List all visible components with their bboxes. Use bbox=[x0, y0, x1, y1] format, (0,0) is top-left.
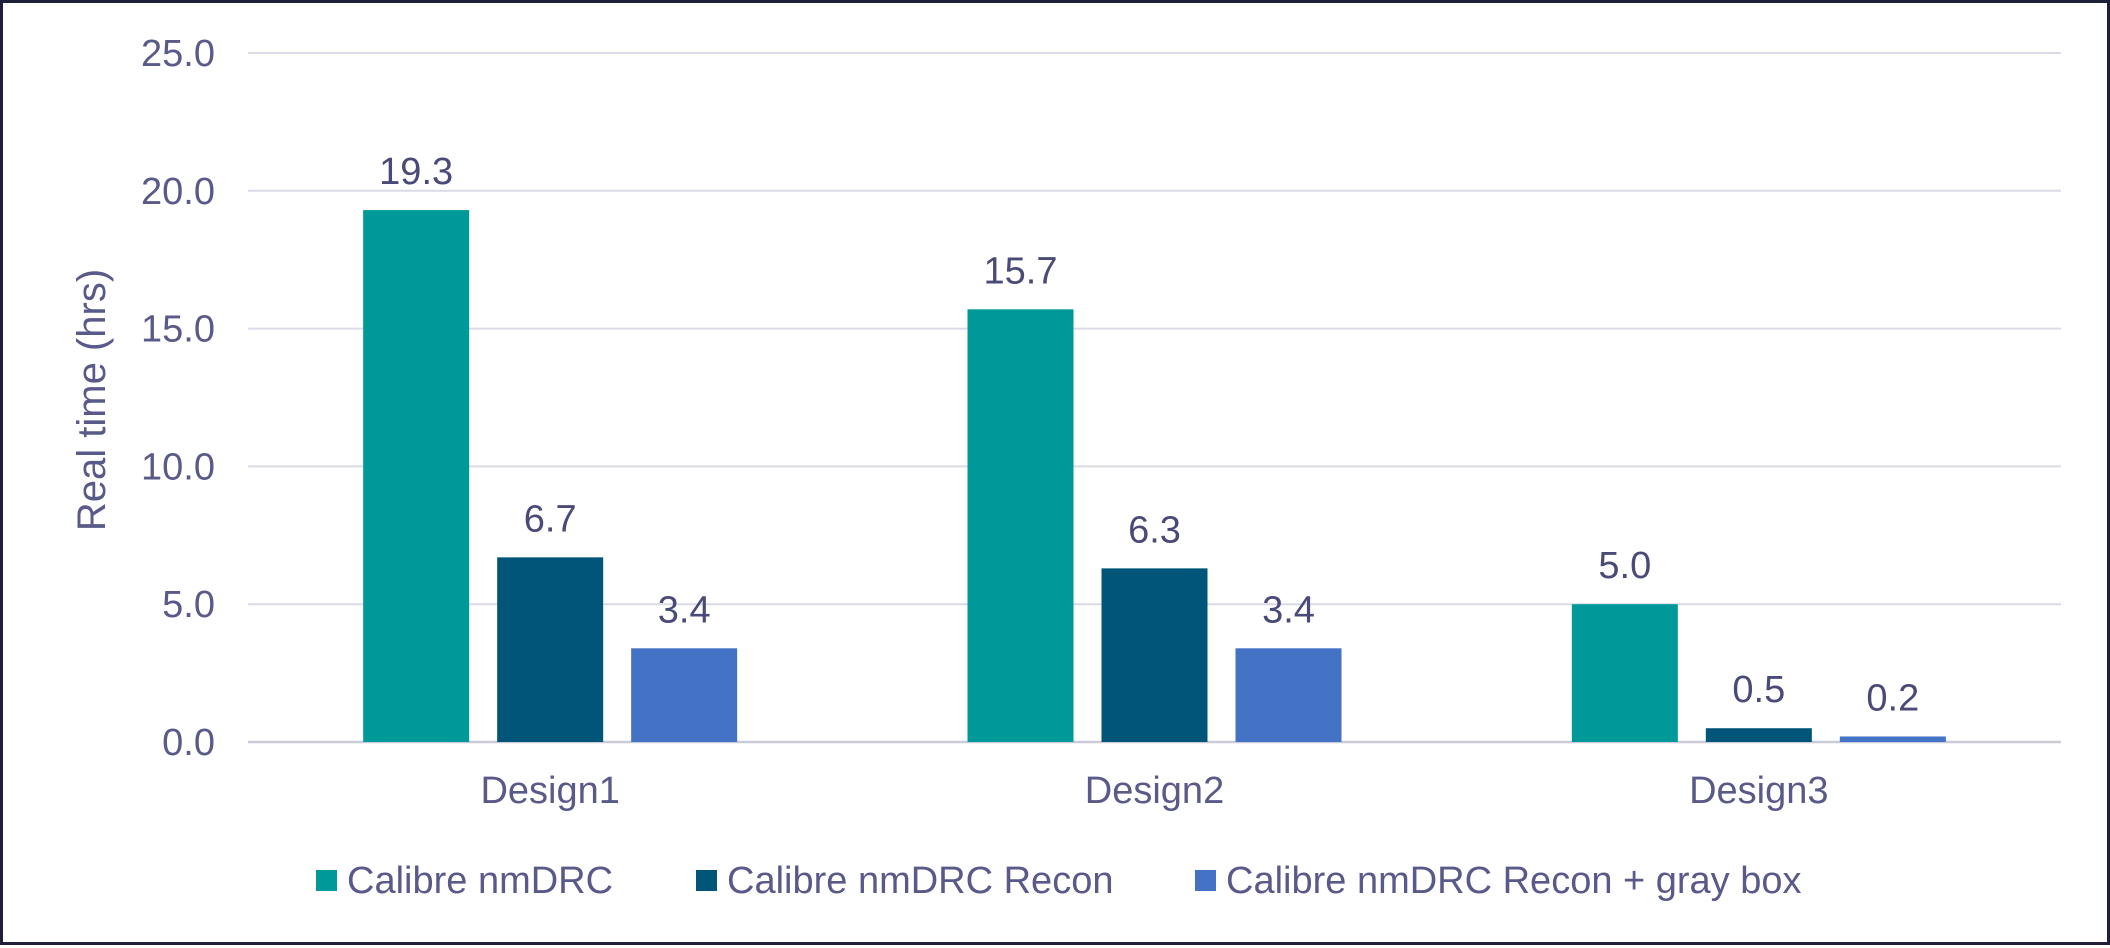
bar-calibre-nmdrc-recon-design1 bbox=[497, 557, 604, 742]
data-label: 15.7 bbox=[984, 250, 1058, 292]
bars bbox=[363, 210, 1946, 743]
legend-swatch bbox=[316, 870, 337, 891]
bar-calibre-nmdrc-recon-design2 bbox=[1101, 568, 1208, 742]
bar-calibre-nmdrc-design1 bbox=[363, 210, 470, 743]
bar-calibre-nmdrc-recon-gray-box-design2 bbox=[1235, 648, 1342, 742]
bar-calibre-nmdrc-design3 bbox=[1571, 604, 1678, 742]
data-labels: 19.3 6.7 3.4 15.7 6.3 3.4 5.0 0.5 0.2 bbox=[379, 151, 1919, 719]
legend-swatch bbox=[1195, 870, 1216, 891]
data-label: 6.3 bbox=[1128, 509, 1181, 551]
y-axis-title: Real time (hrs) bbox=[70, 269, 114, 531]
bar-calibre-nmdrc-recon-design3 bbox=[1705, 728, 1812, 742]
data-label: 5.0 bbox=[1598, 545, 1651, 587]
y-tick-label: 20.0 bbox=[141, 171, 215, 213]
legend-label: Calibre nmDRC Recon bbox=[727, 860, 1113, 902]
bar-calibre-nmdrc-recon-gray-box-design1 bbox=[631, 648, 738, 742]
data-label: 3.4 bbox=[658, 589, 711, 631]
x-category-label: Design3 bbox=[1689, 770, 1828, 812]
data-label: 3.4 bbox=[1262, 589, 1315, 631]
bar-chart: 0.0 5.0 10.0 15.0 20.0 25.0 19.3 6.7 3.4 15.7 6.3… bbox=[70, 33, 2061, 902]
y-tick-label: 5.0 bbox=[162, 584, 215, 626]
x-category-label: Design1 bbox=[480, 770, 619, 812]
y-tick-label: 10.0 bbox=[141, 446, 215, 488]
x-axis-categories: Design1 Design2 Design3 bbox=[480, 770, 1828, 812]
data-label: 6.7 bbox=[524, 498, 577, 540]
y-tick-label: 25.0 bbox=[141, 33, 215, 75]
legend: Calibre nmDRC Calibre nmDRC Recon Calibre … bbox=[316, 860, 1802, 902]
legend-label: Calibre nmDRC Recon + gray box bbox=[1226, 860, 1802, 902]
bar-calibre-nmdrc-design2 bbox=[967, 309, 1074, 742]
legend-label: Calibre nmDRC bbox=[347, 860, 613, 902]
legend-swatch bbox=[696, 870, 717, 891]
data-label: 0.5 bbox=[1732, 669, 1785, 711]
bar-calibre-nmdrc-recon-gray-box-design3 bbox=[1839, 736, 1946, 742]
x-category-label: Design2 bbox=[1085, 770, 1224, 812]
y-tick-label: 0.0 bbox=[162, 722, 215, 764]
y-axis-ticks: 0.0 5.0 10.0 15.0 20.0 25.0 bbox=[141, 33, 215, 764]
data-label: 0.2 bbox=[1866, 677, 1919, 719]
data-label: 19.3 bbox=[379, 151, 453, 193]
y-tick-label: 15.0 bbox=[141, 309, 215, 351]
